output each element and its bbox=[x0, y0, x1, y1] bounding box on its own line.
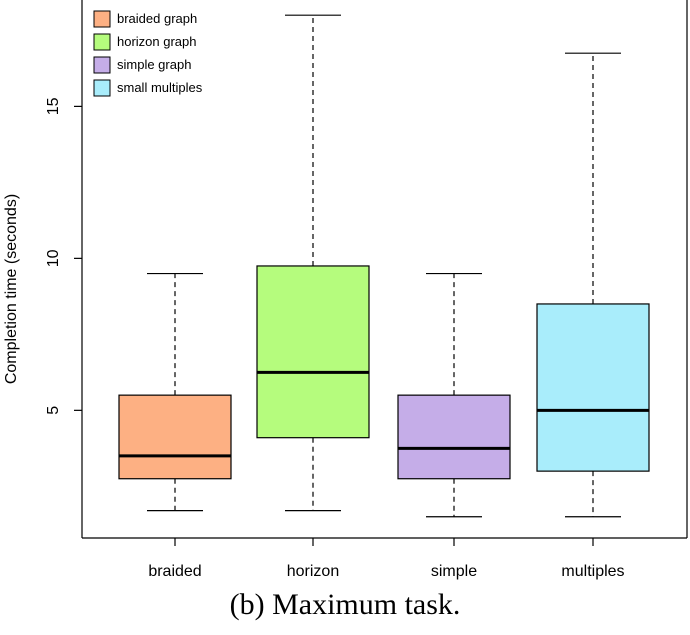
legend-label: small multiples bbox=[117, 80, 203, 95]
x-tick-label: multiples bbox=[561, 563, 624, 580]
box-plot-chart: 5 10 15 Completion time (seconds) braided hor… bbox=[3, 0, 688, 580]
x-tick-label: simple bbox=[431, 563, 477, 580]
legend-label: simple graph bbox=[117, 57, 191, 72]
legend-label: horizon graph bbox=[117, 34, 197, 49]
y-tick-label: 10 bbox=[45, 249, 62, 267]
legend-swatch bbox=[93, 79, 111, 97]
box-simple bbox=[397, 394, 511, 480]
y-tick-label: 5 bbox=[45, 406, 62, 415]
box-horizon bbox=[256, 265, 370, 439]
box-multiples bbox=[536, 303, 650, 472]
x-tick-label: horizon bbox=[287, 563, 339, 580]
legend-swatch bbox=[93, 56, 111, 74]
x-tick-label: braided bbox=[148, 563, 201, 580]
legend-label: braided graph bbox=[117, 11, 197, 26]
legend-swatch bbox=[93, 33, 111, 51]
y-axis-title: Completion time (seconds) bbox=[3, 194, 20, 384]
figure-caption: (b) Maximum task. bbox=[229, 588, 461, 621]
legend-swatch bbox=[93, 10, 111, 28]
box-braided bbox=[118, 394, 232, 480]
y-tick-label: 15 bbox=[45, 97, 62, 115]
